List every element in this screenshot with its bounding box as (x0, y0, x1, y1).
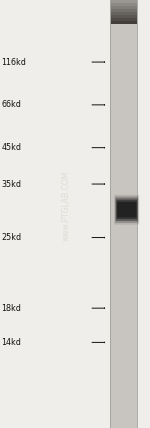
FancyBboxPatch shape (116, 200, 137, 219)
Bar (111, 9, 137, 12)
Bar (111, 18, 137, 21)
Text: 66kd: 66kd (2, 100, 21, 110)
Text: 18kd: 18kd (2, 303, 21, 313)
Bar (111, 12, 137, 15)
FancyBboxPatch shape (116, 199, 138, 221)
Bar (110, 0, 138, 428)
FancyBboxPatch shape (115, 196, 138, 223)
Bar (111, 3, 137, 6)
Bar (110, 0, 111, 428)
FancyBboxPatch shape (117, 202, 136, 217)
Text: 25kd: 25kd (2, 233, 22, 242)
Bar (111, 21, 137, 24)
Text: 116kd: 116kd (2, 57, 26, 67)
Text: www.PTGLAB.COM: www.PTGLAB.COM (61, 170, 70, 241)
Text: 45kd: 45kd (2, 143, 21, 152)
Bar (111, 15, 137, 18)
Bar (137, 0, 138, 428)
Text: 35kd: 35kd (2, 179, 21, 189)
Text: 14kd: 14kd (2, 338, 21, 347)
Bar (111, 0, 137, 3)
Bar (111, 6, 137, 9)
FancyBboxPatch shape (114, 195, 139, 225)
